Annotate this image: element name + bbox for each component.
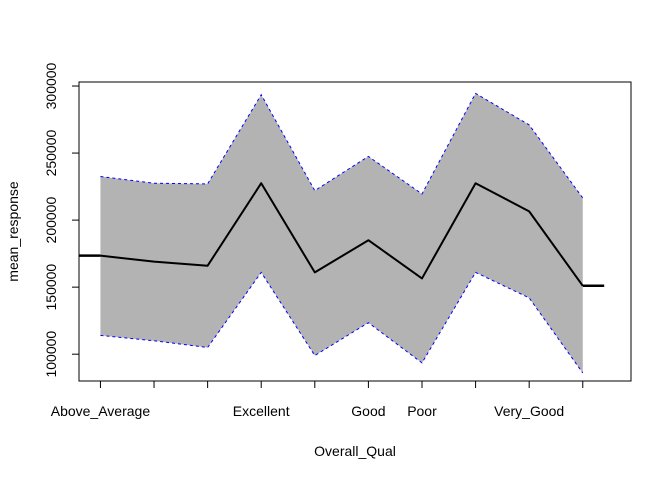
x-tick-label-9: Very_Good bbox=[494, 403, 564, 419]
x-tick-label-4: Excellent bbox=[233, 403, 290, 419]
y-tick-label-100000: 100000 bbox=[43, 331, 59, 378]
x-axis-title: Overall_Qual bbox=[314, 443, 396, 459]
y-axis-title: mean_response bbox=[5, 181, 21, 282]
lower-bound-line bbox=[100, 271, 584, 374]
fit-line-path bbox=[100, 182, 584, 287]
y-tick-label-300000: 300000 bbox=[43, 62, 59, 109]
upper-bound-line bbox=[100, 92, 584, 199]
x-tick-label-6: Good bbox=[351, 403, 385, 419]
x-axis: Above_Average Excellent Good Poor Very_Good bbox=[51, 381, 584, 419]
y-tick-label-200000: 200000 bbox=[43, 197, 59, 244]
y-tick-label-250000: 250000 bbox=[43, 129, 59, 176]
bound-lines bbox=[100, 92, 584, 374]
x-tick-label-1: Above_Average bbox=[51, 403, 151, 419]
y-tick-label-150000: 150000 bbox=[43, 264, 59, 311]
y-axis: 100000 150000 200000 250000 300000 bbox=[43, 62, 80, 378]
band-polygon bbox=[100, 93, 583, 373]
confidence-band bbox=[100, 93, 583, 373]
fit-line bbox=[79, 182, 605, 288]
x-tick-label-7: Poor bbox=[407, 403, 437, 419]
